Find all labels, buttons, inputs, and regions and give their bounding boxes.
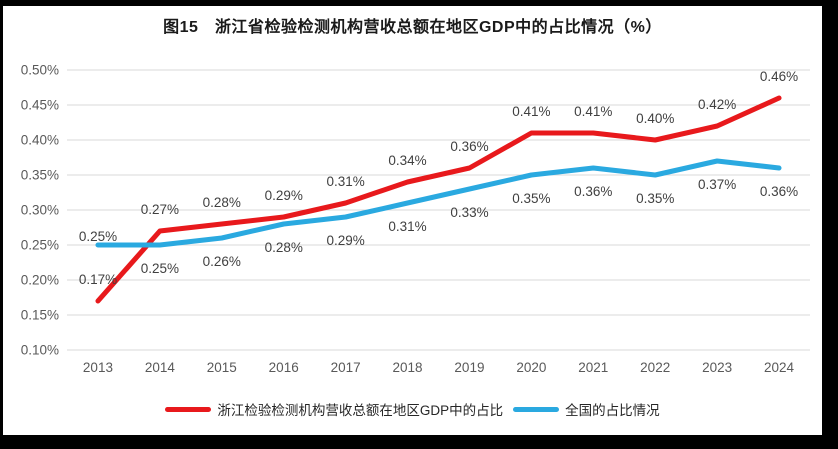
y-axis-tick-label: 0.30%	[21, 203, 59, 218]
legend-label-zhejiang: 浙江检验检测机构营收总额在地区GDP中的占比	[217, 403, 504, 418]
x-axis-tick-label: 2013	[83, 360, 113, 375]
y-axis-tick-label: 0.15%	[21, 308, 59, 323]
x-axis-tick-label: 2019	[454, 360, 484, 375]
legend-line-swatch-national	[513, 406, 560, 412]
data-label-national: 0.29%	[326, 233, 364, 248]
line-chart: 0.10% 0.15% 0.20% 0.25% 0.30% 0.35% 0.40% 0.45%…	[21, 63, 810, 375]
data-label-national: 0.33%	[450, 205, 488, 220]
data-label-zhejiang: 0.29%	[265, 188, 303, 203]
data-label-zhejiang: 0.41%	[512, 104, 550, 119]
x-axis-tick-label: 2014	[145, 360, 176, 375]
x-axis-tick-label: 2020	[516, 360, 546, 375]
y-axis-tick-label: 0.35%	[21, 168, 59, 183]
y-axis-tick-label: 0.45%	[21, 98, 59, 113]
x-axis-tick-label: 2018	[393, 360, 423, 375]
data-label-zhejiang: 0.46%	[760, 69, 798, 84]
data-label-zhejiang: 0.36%	[450, 139, 488, 154]
data-label-national: 0.36%	[760, 184, 798, 199]
x-axis-tick-label: 2023	[702, 360, 732, 375]
x-axis-tick-label: 2022	[640, 360, 670, 375]
data-label-national: 0.35%	[512, 191, 550, 206]
data-label-zhejiang: 0.41%	[574, 104, 612, 119]
y-axis-tick-label: 0.10%	[21, 343, 59, 358]
data-label-national: 0.37%	[698, 177, 736, 192]
data-label-zhejiang: 0.17%	[79, 272, 117, 287]
x-axis-tick-label: 2017	[331, 360, 361, 375]
data-label-zhejiang: 0.40%	[636, 111, 674, 126]
chart-panel: 图15 浙江省检验检测机构营收总额在地区GDP中的占比情况（%） 0.10% 0.…	[3, 6, 822, 435]
data-label-national: 0.31%	[388, 219, 426, 234]
x-axis-tick-label: 2016	[269, 360, 299, 375]
y-axis-tick-label: 0.50%	[21, 63, 59, 78]
x-axis-tick-label: 2015	[207, 360, 237, 375]
y-axis-tick-label: 0.40%	[21, 133, 59, 148]
legend-item-national: 全国的占比情况	[513, 399, 660, 419]
data-label-zhejiang: 0.27%	[141, 202, 179, 217]
data-label-national: 0.35%	[636, 191, 674, 206]
legend-line-swatch-zhejiang	[165, 406, 212, 412]
data-label-zhejiang: 0.34%	[388, 153, 426, 168]
x-axis-tick-label: 2024	[764, 360, 795, 375]
series-line-zhejiang	[95, 95, 782, 304]
data-label-national: 0.25%	[141, 261, 179, 276]
data-label-zhejiang: 0.28%	[203, 195, 241, 210]
x-axis-tick-label: 2021	[578, 360, 608, 375]
y-axis-tick-label: 0.20%	[21, 273, 59, 288]
data-label-national: 0.26%	[203, 254, 241, 269]
legend-label-national: 全国的占比情况	[565, 403, 660, 418]
chart-title: 图15 浙江省检验检测机构营收总额在地区GDP中的占比情况（%）	[163, 19, 662, 36]
data-label-national: 0.36%	[574, 184, 612, 199]
data-label-national: 0.25%	[79, 229, 117, 244]
y-axis-tick-label: 0.25%	[21, 238, 59, 253]
legend-item-zhejiang: 浙江检验检测机构营收总额在地区GDP中的占比	[165, 399, 503, 419]
data-label-national: 0.28%	[265, 240, 303, 255]
chart-legend: 浙江检验检测机构营收总额在地区GDP中的占比 全国的占比情况	[3, 399, 822, 419]
data-label-zhejiang: 0.31%	[326, 174, 364, 189]
data-label-zhejiang: 0.42%	[698, 97, 736, 112]
series-line-national	[95, 158, 782, 248]
